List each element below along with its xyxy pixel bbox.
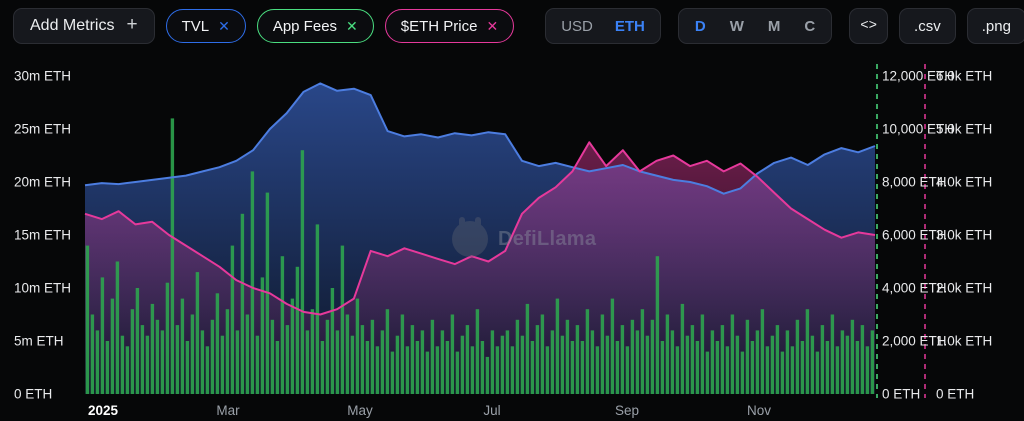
- png-label: .png: [981, 17, 1011, 35]
- price-axis-tick: 1.0k ETH: [936, 333, 993, 349]
- metric-chip-app-fees[interactable]: App Fees ✕: [256, 9, 374, 43]
- x-axis-tick: Jul: [483, 403, 501, 418]
- fees-bars: [85, 118, 875, 395]
- fees-axis-tick: 4,000 ETH: [882, 280, 947, 296]
- csv-label: .csv: [914, 17, 941, 35]
- download-png-button[interactable]: .png: [966, 8, 1024, 44]
- metric-chip-tvl[interactable]: TVL ✕: [165, 9, 246, 43]
- add-metrics-button[interactable]: Add Metrics +: [13, 8, 155, 44]
- x-axis-tick: Sep: [614, 403, 640, 418]
- fees-axis-tick: 0 ETH: [882, 386, 921, 402]
- price-axis-tick: 3.0k ETH: [936, 227, 993, 243]
- range-option-month[interactable]: M: [767, 17, 781, 35]
- fees-axis-tick: 12,000 ETH: [882, 68, 955, 84]
- tvl-line: [84, 82, 876, 195]
- fees-axis-tick: 8,000 ETH: [882, 174, 947, 190]
- range-option-day[interactable]: D: [694, 17, 706, 35]
- left-axis-tick: 10m ETH: [14, 280, 72, 296]
- close-icon[interactable]: ✕: [346, 17, 358, 34]
- left-axis-tick: 15m ETH: [14, 227, 72, 243]
- x-axis-tick-year: 2025: [87, 403, 119, 418]
- left-axis-tick: 20m ETH: [14, 174, 72, 190]
- close-icon[interactable]: ✕: [218, 17, 230, 34]
- range-toggle: D W M C: [677, 8, 833, 44]
- left-axis-tick: 5m ETH: [14, 333, 64, 349]
- fees-axis-tick: 2,000 ETH: [882, 333, 947, 349]
- fees-axis-tick: 6,000 ETH: [882, 227, 947, 243]
- currency-option-eth[interactable]: ETH: [614, 17, 645, 35]
- currency-option-usd[interactable]: USD: [561, 17, 593, 35]
- metric-chip-label: $ETH Price: [400, 17, 478, 35]
- download-csv-button[interactable]: .csv: [899, 8, 956, 44]
- price-axis-tick: 6.0k ETH: [936, 68, 993, 84]
- metric-chip-label: TVL: [181, 17, 210, 35]
- embed-code-button[interactable]: <>: [849, 8, 889, 44]
- metric-chip-eth-price[interactable]: $ETH Price ✕: [384, 9, 515, 43]
- range-option-cumulative[interactable]: C: [804, 17, 816, 35]
- fees-axis-tick: 10,000 ETH: [882, 121, 955, 137]
- range-option-week[interactable]: W: [729, 17, 744, 35]
- price-axis-tick: 4.0k ETH: [936, 174, 993, 190]
- left-axis-tick: 0 ETH: [14, 386, 53, 402]
- price-axis-tick: 0 ETH: [936, 386, 975, 402]
- currency-toggle: USD ETH: [545, 8, 661, 44]
- left-axis-tick: 30m ETH: [14, 68, 72, 84]
- metric-chip-label: App Fees: [272, 17, 338, 35]
- close-icon[interactable]: ✕: [486, 17, 499, 34]
- price-line: [84, 141, 876, 316]
- plus-icon: +: [126, 14, 138, 35]
- price-axis-tick: 2.0k ETH: [936, 280, 993, 296]
- toolbar: Add Metrics + TVL ✕ App Fees ✕ $ETH Pric…: [0, 0, 1024, 52]
- code-icon: <>: [860, 18, 878, 34]
- add-metrics-label: Add Metrics: [30, 17, 115, 34]
- x-axis-tick: May: [347, 403, 373, 418]
- x-axis-tick: Mar: [216, 403, 240, 418]
- price-axis-tick: 5.0k ETH: [936, 121, 993, 137]
- left-axis-tick: 25m ETH: [14, 121, 72, 137]
- x-axis-tick: Nov: [746, 403, 772, 418]
